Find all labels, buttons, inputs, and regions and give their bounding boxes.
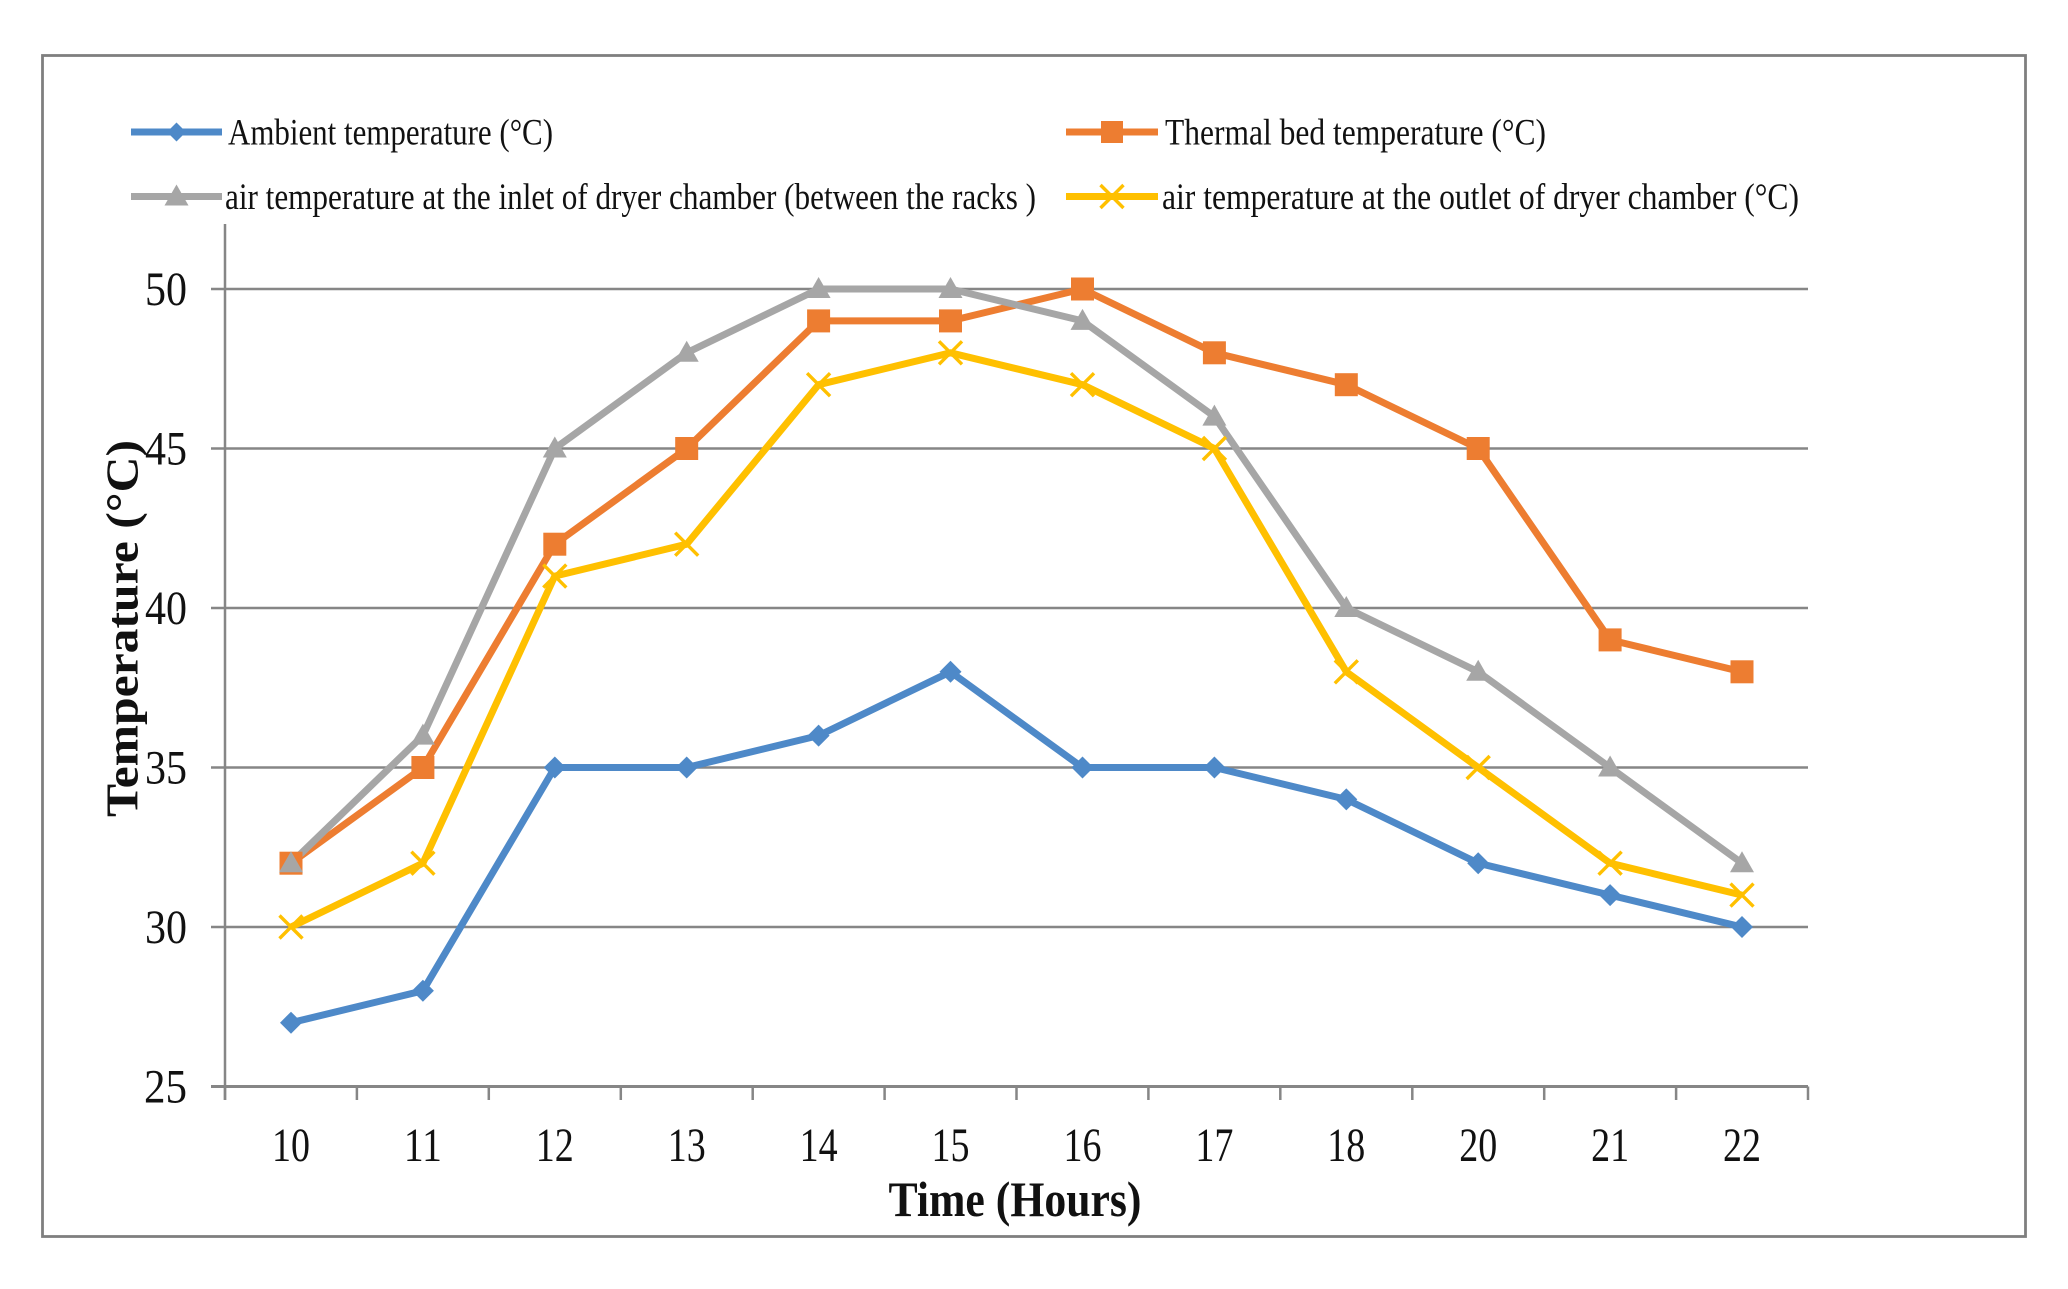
svg-text:11: 11 [404, 1119, 442, 1172]
svg-text:air temperature at the outlet: air temperature at the outlet of dryer c… [1162, 177, 1799, 218]
svg-text:13: 13 [668, 1119, 706, 1172]
svg-text:50: 50 [145, 263, 187, 316]
svg-text:20: 20 [1459, 1119, 1497, 1172]
svg-text:18: 18 [1327, 1119, 1365, 1172]
svg-text:Ambient temperature (°C): Ambient temperature (°C) [228, 113, 553, 154]
svg-text:45: 45 [145, 423, 187, 476]
svg-text:30: 30 [145, 901, 187, 954]
svg-text:16: 16 [1064, 1119, 1102, 1172]
svg-text:25: 25 [144, 1061, 187, 1114]
svg-text:Thermal bed temperature (°C): Thermal bed temperature (°C) [1165, 113, 1546, 154]
svg-text:14: 14 [800, 1119, 838, 1172]
svg-text:35: 35 [145, 742, 187, 795]
svg-text:22: 22 [1723, 1119, 1761, 1172]
svg-text:air temperature at the inlet o: air temperature at the inlet of dryer ch… [225, 177, 1036, 218]
svg-text:10: 10 [272, 1119, 310, 1172]
svg-text:Time (Hours): Time (Hours) [889, 1171, 1142, 1227]
svg-text:40: 40 [145, 582, 187, 635]
svg-text:12: 12 [536, 1119, 574, 1172]
svg-text:Temperature (°C): Temperature (°C) [98, 440, 148, 817]
svg-text:21: 21 [1591, 1119, 1629, 1172]
svg-text:17: 17 [1195, 1119, 1233, 1172]
svg-text:15: 15 [932, 1119, 970, 1172]
